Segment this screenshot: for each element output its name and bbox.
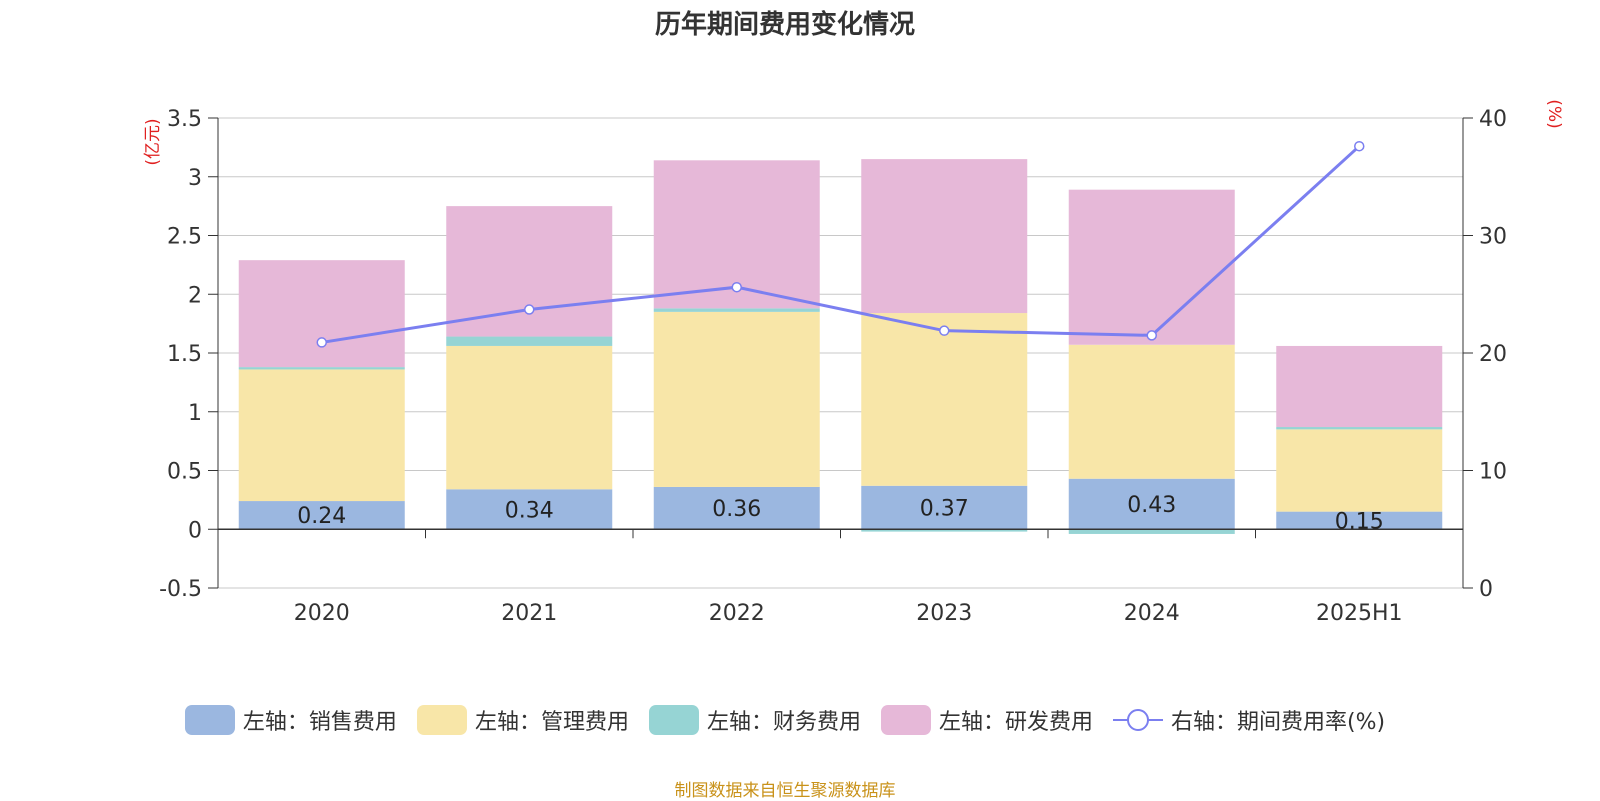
bar-segment-2: [1068, 529, 1235, 534]
bar-segment-3: [446, 206, 613, 337]
bar-segment-0: [1276, 511, 1443, 530]
bar-segment-2: [861, 529, 1028, 532]
source-note: 制图数据来自恒生聚源数据库: [674, 781, 896, 801]
bar-segment-2: [446, 336, 613, 346]
legend-label: 左轴：研发费用: [938, 710, 1093, 735]
bar-data-label: 0.24: [297, 504, 346, 529]
right-tick-label: 40: [1479, 107, 1507, 132]
bar-segment-1: [1276, 429, 1443, 512]
legend-label: 左轴：销售费用: [242, 710, 397, 735]
rate-point: [316, 337, 327, 348]
left-tick-label: 2: [188, 283, 202, 308]
legend-swatch: [880, 705, 931, 735]
legend-marker: [1126, 709, 1149, 731]
x-tick-label: 2025H1: [1316, 601, 1403, 626]
bar-segment-2: [653, 308, 820, 312]
bars: [238, 159, 1443, 534]
x-tick-label: 2024: [1124, 601, 1180, 626]
bar-segment-0: [861, 485, 1028, 530]
chart-title: 历年期间费用变化情况: [654, 10, 915, 40]
bar-data-label: 0.15: [1335, 509, 1384, 534]
x-tick-label: 2021: [501, 601, 557, 626]
legend-label: 右轴：期间费用率(%): [1170, 710, 1386, 735]
legend: 左轴：销售费用 左轴：管理费用 左轴：财务费用 左轴：研发费用 右轴：期间费用率(%): [0, 704, 1570, 736]
bar-data-label: 0.34: [505, 498, 554, 523]
gridlines: [218, 117, 1463, 589]
rate-point: [1354, 140, 1365, 152]
legend-swatch: [648, 705, 699, 735]
legend-item[interactable]: 左轴：研发费用: [880, 704, 1093, 736]
left-tick-label: 0.5: [167, 460, 202, 485]
left-tick-label: 1: [188, 401, 202, 426]
legend-item[interactable]: 左轴：管理费用: [416, 704, 629, 736]
rate-line-path: [321, 145, 1361, 344]
rate-point: [524, 304, 535, 315]
left-tick-label: 0: [188, 518, 202, 543]
rate-line: [316, 140, 1365, 348]
bar-segment-3: [238, 260, 405, 368]
bar-segment-3: [861, 159, 1028, 314]
left-tick-label: -0.5: [159, 577, 202, 602]
rate-point: [1146, 330, 1157, 341]
bar-segment-0: [1068, 478, 1235, 530]
data-labels: 0.24 0.34 0.36 0.37 0.43 0.15: [297, 493, 1383, 534]
bar-segment-1: [446, 345, 613, 490]
chart-plot: -0.5 0 0.5 1 1.5 2 2.5 3 3.5 0 10 20 30 40 2020 2021 202…: [143, 99, 1564, 626]
bar-data-label: 0.37: [920, 497, 969, 522]
right-axis-unit: (%): [1544, 99, 1564, 128]
legend-label: 左轴：管理费用: [474, 710, 629, 735]
bar-segment-3: [1276, 345, 1443, 428]
left-tick-label: 2.5: [167, 225, 202, 250]
x-tick-label: 2020: [294, 601, 350, 626]
legend-line-swatch: [1112, 709, 1163, 731]
left-tick-label: 3.5: [167, 107, 202, 132]
bar-segment-3: [1068, 189, 1235, 345]
right-tick-label: 0: [1479, 577, 1493, 602]
legend-label: 左轴：财务费用: [706, 710, 861, 735]
legend-item[interactable]: 左轴：财务费用: [648, 704, 861, 736]
bar-segment-2: [1276, 427, 1443, 430]
right-tick-label: 30: [1479, 225, 1507, 250]
x-tick-label: 2023: [916, 601, 972, 626]
legend-swatch: [184, 705, 235, 735]
left-tick-label: 1.5: [167, 342, 202, 367]
legend-swatch: [416, 705, 467, 735]
bar-segment-1: [861, 313, 1028, 486]
right-tick-label: 10: [1479, 460, 1507, 485]
left-tick-label: 3: [188, 166, 202, 191]
bar-segment-0: [446, 489, 613, 530]
bar-segment-2: [238, 367, 405, 370]
bar-data-label: 0.36: [712, 497, 761, 522]
legend-item[interactable]: 左轴：销售费用: [184, 704, 397, 736]
axes: -0.5 0 0.5 1 1.5 2 2.5 3 3.5 0 10 20 30 40 2020 2021 202…: [159, 107, 1507, 626]
bar-data-label: 0.43: [1127, 493, 1176, 518]
rate-point: [731, 281, 742, 293]
bar-segment-0: [238, 501, 405, 530]
right-tick-label: 20: [1479, 342, 1507, 367]
rate-point: [939, 325, 950, 336]
bar-segment-1: [1068, 344, 1235, 479]
left-axis-unit: (亿元): [143, 118, 163, 165]
bar-segment-1: [653, 311, 820, 487]
bar-segment-0: [653, 486, 820, 530]
bar-segment-1: [238, 369, 405, 502]
x-tick-label: 2022: [709, 601, 765, 626]
legend-item[interactable]: 右轴：期间费用率(%): [1112, 704, 1386, 736]
